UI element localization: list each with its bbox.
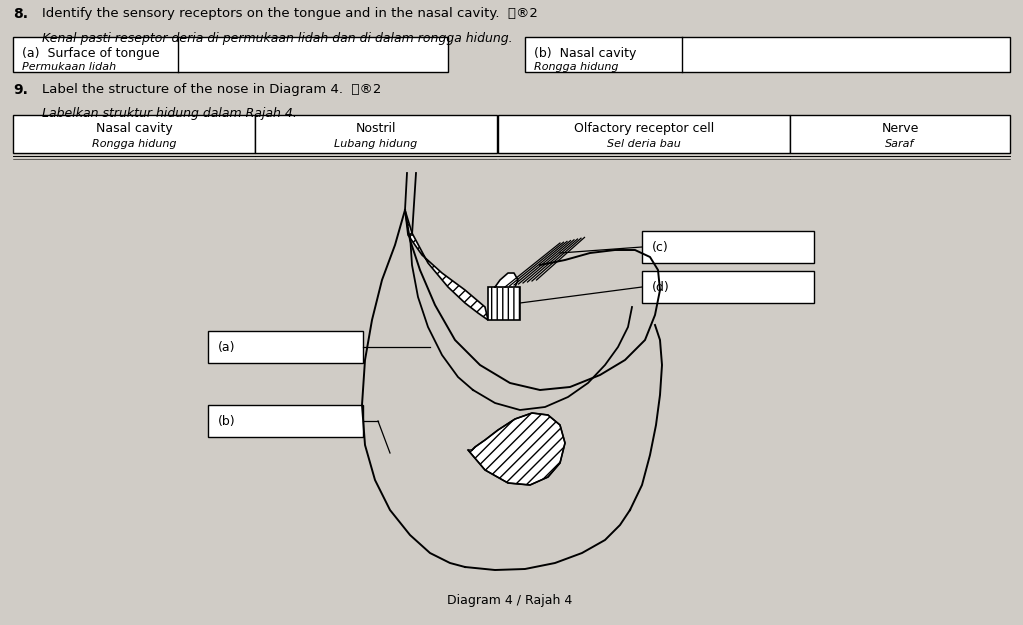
Text: Labelkan struktur hidung dalam Rajah 4.: Labelkan struktur hidung dalam Rajah 4. — [42, 107, 297, 120]
FancyBboxPatch shape — [208, 331, 363, 363]
Text: Lubang hidung: Lubang hidung — [335, 139, 417, 149]
Text: Sel deria bau: Sel deria bau — [607, 139, 681, 149]
Text: Olfactory receptor cell: Olfactory receptor cell — [574, 122, 714, 135]
FancyBboxPatch shape — [255, 115, 497, 153]
Text: Diagram 4 / Rajah 4: Diagram 4 / Rajah 4 — [447, 594, 573, 607]
FancyBboxPatch shape — [498, 115, 790, 153]
Polygon shape — [495, 273, 518, 287]
Text: Nostril: Nostril — [356, 122, 396, 135]
Polygon shape — [468, 413, 565, 485]
Text: 8.: 8. — [13, 7, 28, 21]
Polygon shape — [405, 210, 488, 320]
Text: Kenal pasti reseptor deria di permukaan lidah dan di dalam rongga hidung.: Kenal pasti reseptor deria di permukaan … — [42, 32, 513, 45]
Text: Nerve: Nerve — [881, 122, 919, 135]
Text: Rongga hidung: Rongga hidung — [92, 139, 176, 149]
Text: Nasal cavity: Nasal cavity — [95, 122, 172, 135]
Text: (d): (d) — [652, 281, 670, 294]
Polygon shape — [488, 287, 520, 320]
Text: Permukaan lidah: Permukaan lidah — [23, 62, 117, 72]
Text: (c): (c) — [652, 241, 669, 254]
Text: Identify the sensory receptors on the tongue and in the nasal cavity.  Ⓜ®2: Identify the sensory receptors on the to… — [42, 7, 538, 20]
FancyBboxPatch shape — [208, 405, 363, 437]
FancyBboxPatch shape — [525, 37, 1010, 72]
FancyBboxPatch shape — [13, 37, 448, 72]
Text: (a): (a) — [218, 341, 235, 354]
FancyBboxPatch shape — [642, 231, 814, 263]
Text: (a)  Surface of tongue: (a) Surface of tongue — [23, 46, 160, 59]
FancyBboxPatch shape — [790, 115, 1010, 153]
Text: 9.: 9. — [13, 83, 28, 97]
FancyBboxPatch shape — [13, 115, 255, 153]
Text: (b): (b) — [218, 414, 235, 428]
Text: Rongga hidung: Rongga hidung — [534, 62, 619, 72]
Text: (b)  Nasal cavity: (b) Nasal cavity — [534, 46, 636, 59]
FancyBboxPatch shape — [642, 271, 814, 303]
Text: Saraf: Saraf — [885, 139, 915, 149]
Text: Label the structure of the nose in Diagram 4.  Ⓜ®2: Label the structure of the nose in Diagr… — [42, 83, 382, 96]
